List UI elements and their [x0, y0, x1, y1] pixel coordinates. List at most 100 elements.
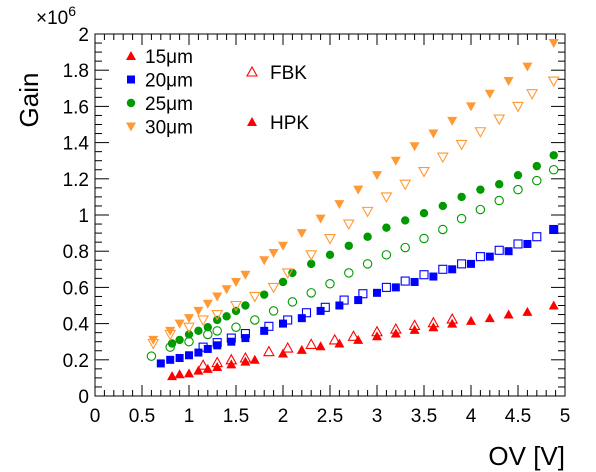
point-20um-hpk [354, 296, 363, 305]
point-15um-hpk [202, 363, 213, 373]
point-30um-hpk [503, 77, 514, 87]
point-20um-hpk [523, 239, 532, 248]
point-15um-hpk [428, 322, 439, 332]
y-tick-label: 1 [78, 206, 89, 227]
point-30um-hpk [548, 39, 559, 49]
point-20um-fbk [513, 239, 523, 249]
point-25um-hpk [175, 335, 184, 345]
point-25um-fbk [268, 306, 279, 316]
point-25um-fbk [532, 175, 542, 186]
point-25um-fbk [325, 279, 335, 289]
axes: 0 0.5 1 1.5 2 2.5 3 3.5 4 4.5 5 0 0.2 0.4 0.6 0.8 1 1.2 1.… [36, 3, 570, 427]
point-30um-hpk [466, 102, 476, 112]
point-30um-fbk [305, 250, 318, 261]
point-30um-hpk [278, 241, 288, 251]
point-25um-fbk [203, 329, 213, 340]
x-tick-label: 0.5 [129, 406, 155, 427]
point-15um-hpk [167, 371, 178, 381]
legend-label-size: 15μm [145, 47, 193, 68]
point-30um-hpk [174, 319, 185, 329]
point-30um-hpk [428, 129, 439, 139]
point-15um-hpk [503, 309, 514, 319]
point-20um-fbk [457, 259, 467, 269]
point-20um-hpk [549, 225, 558, 234]
point-25um-hpk [401, 216, 410, 225]
point-25um-hpk [194, 326, 203, 336]
point-30um-hpk [296, 229, 307, 239]
point-20um-fbk [339, 295, 349, 305]
point-30um-hpk [165, 326, 176, 336]
point-30um-fbk [324, 233, 336, 245]
point-25um-fbk [184, 336, 194, 347]
x-tick-label: 4.5 [505, 406, 531, 427]
point-20um-fbk [419, 270, 429, 280]
point-20um-hpk [194, 348, 203, 357]
point-15um-hpk [353, 334, 364, 344]
point-20um-hpk [335, 301, 344, 310]
point-15um-fbk [281, 341, 294, 353]
point-20um-fbk [400, 276, 410, 286]
point-15um-hpk [240, 356, 251, 366]
point-20um-hpk [485, 252, 494, 261]
point-15um-hpk [296, 344, 307, 354]
point-30um-hpk [484, 89, 495, 99]
point-25um-hpk [325, 250, 335, 260]
point-15um-hpk [484, 313, 495, 323]
y-tick-label: 0.4 [63, 315, 90, 336]
point-20um-hpk [227, 337, 236, 346]
x-tick-label: 0 [90, 406, 101, 427]
point-30um-fbk [197, 315, 210, 327]
point-30um-hpk [390, 156, 401, 166]
y-tick-label: 1.2 [63, 170, 89, 191]
legend-marker-fbk [246, 65, 258, 77]
y-axis-title: Gain [14, 73, 44, 128]
point-15um-hpk [226, 359, 237, 369]
point-20um-fbk [381, 282, 391, 292]
point-20um-hpk [203, 344, 212, 353]
point-30um-fbk [281, 268, 294, 280]
point-20um-fbk [264, 321, 274, 331]
point-25um-hpk [363, 232, 372, 241]
y-tick-label: 2 [78, 25, 89, 46]
x-tick-label: 3.5 [411, 406, 437, 427]
point-15um-hpk [466, 315, 476, 325]
point-20um-hpk [391, 283, 400, 292]
point-25um-hpk [307, 259, 316, 269]
point-30um-hpk [334, 200, 345, 210]
point-25um-fbk [456, 213, 467, 224]
point-30um-fbk [248, 291, 261, 303]
point-30um-hpk [268, 249, 279, 259]
point-20um-hpk [429, 272, 438, 281]
point-15um-hpk [249, 354, 260, 364]
point-25um-hpk [222, 312, 231, 321]
point-20um-fbk [475, 252, 485, 262]
point-15um-hpk [372, 331, 382, 341]
x-tick-label: 2.5 [317, 406, 343, 427]
point-25um-fbk [548, 165, 559, 175]
y-tick-label: 0.6 [63, 278, 89, 299]
legend-marker-hpk [247, 117, 257, 126]
point-30um-fbk [267, 282, 280, 294]
point-30um-hpk [240, 270, 251, 280]
point-20um-hpk [467, 259, 475, 268]
x-tick-label: 5 [560, 406, 571, 427]
point-15um-fbk [197, 359, 210, 370]
legend-label-size: 20μm [145, 71, 193, 92]
point-30um-fbk [493, 114, 506, 126]
point-25um-fbk [287, 297, 298, 307]
point-25um-hpk [288, 268, 297, 278]
point-15um-fbk [262, 345, 275, 357]
y-tick-label: 1.4 [63, 134, 90, 155]
legend-label-fbk: FBK [270, 63, 307, 84]
point-20um-fbk [494, 245, 504, 255]
y-tick-label: 0.2 [63, 351, 89, 372]
point-25um-hpk [549, 151, 558, 160]
point-25um-hpk [382, 223, 391, 232]
point-15um-hpk [184, 368, 194, 378]
point-30um-hpk [315, 214, 326, 224]
x-tick-label: 3 [372, 406, 383, 427]
point-30um-hpk [259, 256, 270, 266]
point-25um-hpk [167, 339, 177, 348]
point-30um-fbk [399, 179, 412, 191]
